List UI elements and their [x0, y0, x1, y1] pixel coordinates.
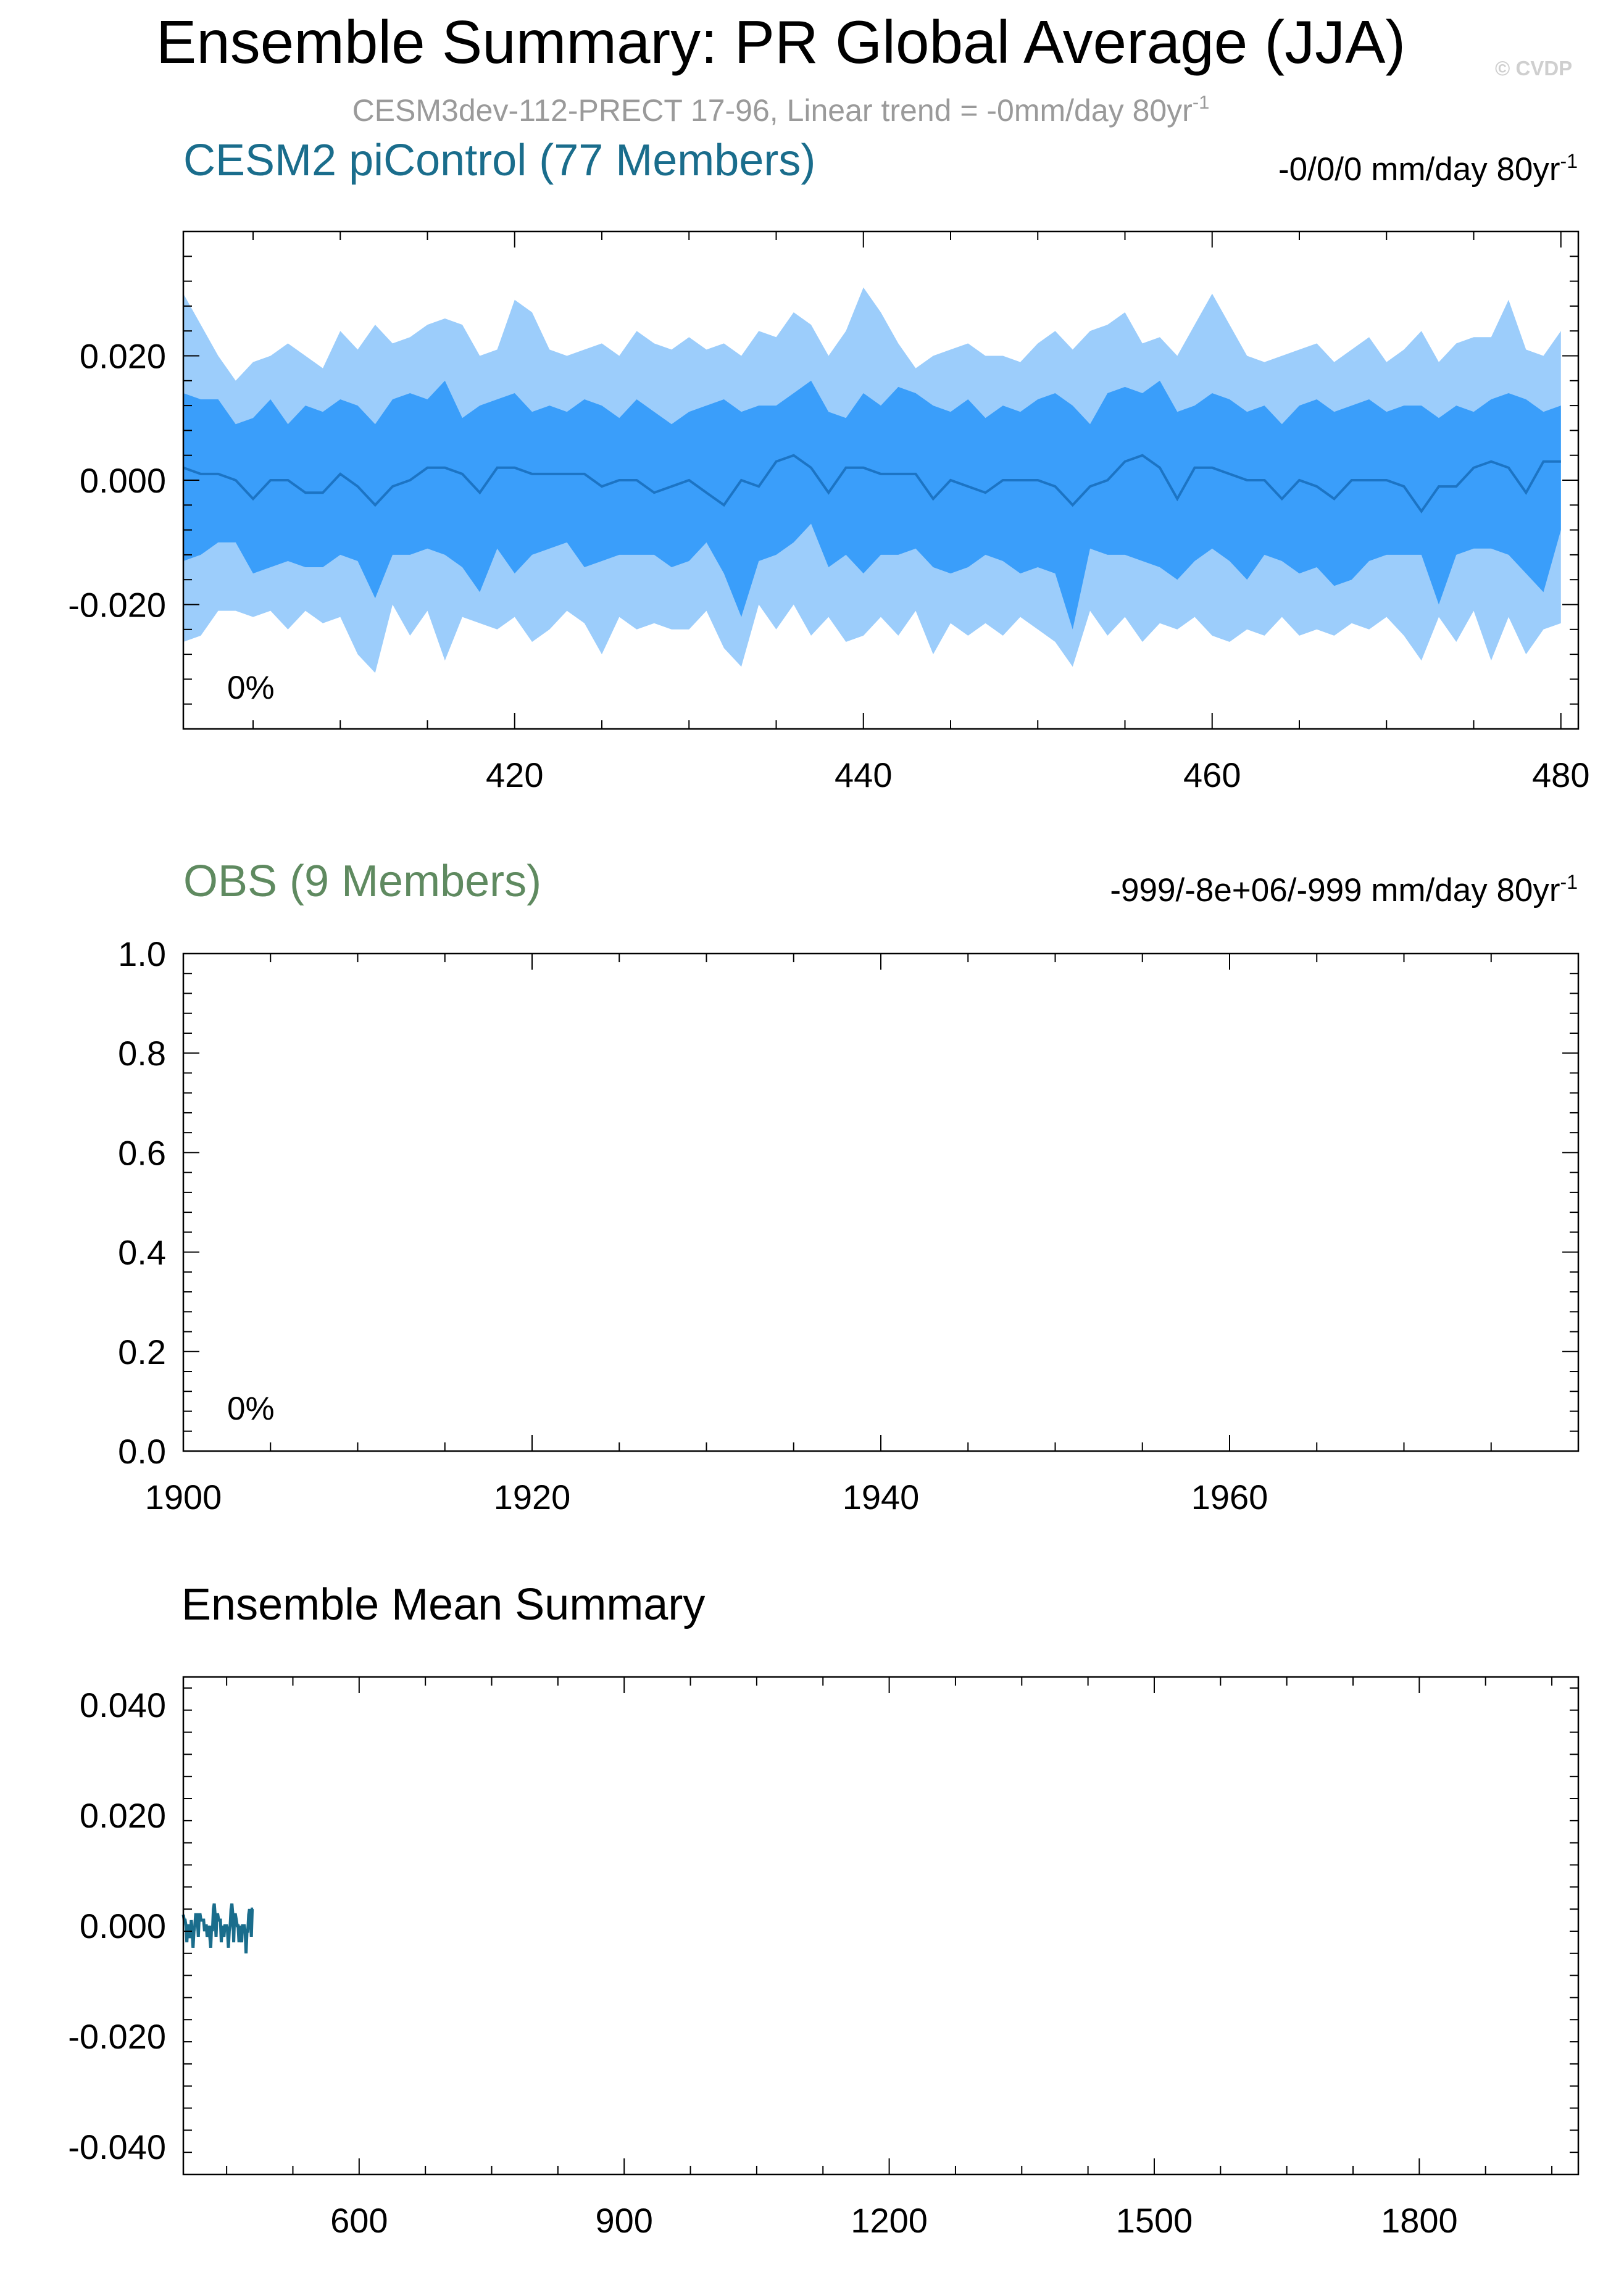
- y-tick-label: -0.020: [68, 2017, 166, 2056]
- x-tick-label: 1500: [1116, 2201, 1193, 2240]
- x-tick-label: 1920: [494, 1478, 571, 1516]
- y-tick-label: -0.020: [68, 586, 166, 625]
- y-tick-label: 0.6: [118, 1133, 166, 1172]
- y-tick-label: -0.040: [68, 2128, 166, 2166]
- x-tick-label: 1940: [843, 1478, 920, 1516]
- panel2-percent: 0%: [227, 1391, 275, 1427]
- panel1-axes: 420 440 460 480 -0.020 0.000 0.020: [68, 231, 1589, 794]
- panel3-lines: [181, 1903, 254, 1953]
- panel3-title: Ensemble Mean Summary: [181, 1580, 705, 1629]
- y-tick-label: 0.020: [80, 1796, 166, 1835]
- interquartile-band: [183, 380, 1561, 630]
- y-tick-label: 0.020: [80, 337, 166, 376]
- x-tick-label: 1200: [851, 2201, 928, 2240]
- y-tick-label: 0.000: [80, 1907, 166, 1945]
- panel2-axes: 1900 1920 1940 1960 0.0 0.2 0.4 0.6 0.8 1.0: [118, 934, 1579, 1516]
- panel2-title: OBS (9 Members): [183, 857, 541, 906]
- watermark: © CVDP: [1495, 57, 1572, 80]
- figure-title: Ensemble Summary: PR Global Average (JJA…: [156, 8, 1405, 76]
- x-tick-label: 1900: [145, 1478, 222, 1516]
- x-tick-label: 480: [1532, 755, 1589, 794]
- panel3-frame: [182, 1676, 1580, 2176]
- y-tick-label: 0.8: [118, 1034, 166, 1073]
- y-tick-label: 0.000: [80, 461, 166, 500]
- panel1-percent: 0%: [227, 670, 275, 706]
- figure-subtitle-text: CESM3dev-112-PRECT 17-96, Linear trend =…: [352, 93, 1193, 128]
- panel-obs: OBS (9 Members) -999/-8e+06/-999 mm/day …: [118, 857, 1580, 1516]
- y-tick-label: 0.2: [118, 1333, 166, 1371]
- x-tick-label: 460: [1183, 755, 1241, 794]
- ensemble-mean-line: [183, 454, 1561, 514]
- ensemble-mean-summary-line: [181, 1903, 254, 1953]
- panel2-frame: [182, 952, 1580, 1452]
- y-tick-label: 1.0: [118, 934, 166, 973]
- panel1-title: CESM2 piControl (77 Members): [183, 136, 815, 185]
- figure-subtitle: CESM3dev-112-PRECT 17-96, Linear trend =…: [352, 91, 1210, 128]
- y-tick-label: 0.0: [118, 1432, 166, 1471]
- panel-cesm2-picontrol: CESM2 piControl (77 Members) -0/0/0 mm/d…: [68, 136, 1589, 794]
- x-tick-label: 1800: [1381, 2201, 1458, 2240]
- figure-subtitle-sup: -1: [1193, 91, 1210, 113]
- x-tick-label: 440: [835, 755, 892, 794]
- panel2-trend: -999/-8e+06/-999 mm/day 80yr-1: [1110, 871, 1578, 909]
- x-tick-label: 600: [330, 2201, 388, 2240]
- y-tick-label: 0.040: [80, 1686, 166, 1724]
- panel3-axes: 600 900 1200 1500 1800 -0.040 -0.020 0.000 0.020…: [68, 1677, 1578, 2240]
- x-tick-label: 420: [486, 755, 543, 794]
- x-tick-label: 900: [595, 2201, 652, 2240]
- panel-ensemble-mean-summary: Ensemble Mean Summary 600 900 1200 1500 1800…: [68, 1580, 1580, 2240]
- x-tick-label: 1960: [1191, 1478, 1268, 1516]
- y-tick-label: 0.4: [118, 1233, 166, 1272]
- panel1-trend: -0/0/0 mm/day 80yr-1: [1278, 150, 1578, 188]
- panel1-spread-areas: [183, 287, 1561, 673]
